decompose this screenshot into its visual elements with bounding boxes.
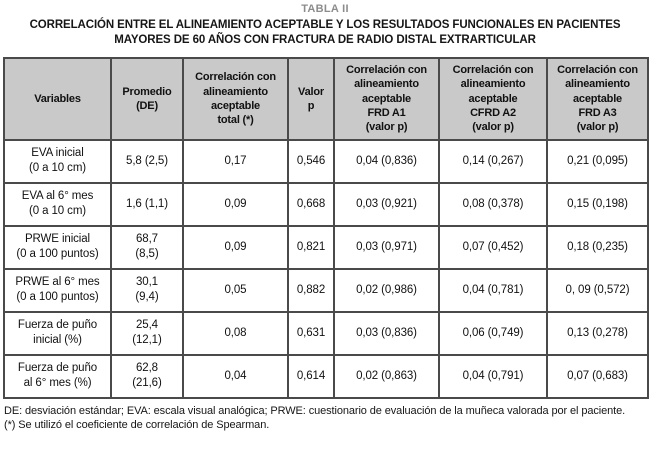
title-block: TABLA II CORRELACIÓN ENTRE EL ALINEAMIEN… — [0, 0, 650, 48]
variable-cell: Fuerza de puño inicial (%) — [3, 310, 112, 356]
value-cell: 0,614 — [287, 353, 335, 399]
value-cell: 0,08 — [182, 310, 289, 356]
value-cell: 0,07 (0,452) — [438, 224, 548, 270]
value-cell: 0,04 (0,836) — [333, 138, 440, 184]
header-row: Variables Promedio (DE) Correlación con … — [3, 56, 649, 141]
header-cell-valor-p: Valor p — [287, 56, 335, 141]
table-row: EVA inicial (0 a 10 cm) 5,8 (2,5) 0,17 0… — [3, 138, 649, 184]
variable-cell: Fuerza de puño al 6° mes (%) — [3, 353, 112, 399]
header-cell-promedio: Promedio (DE) — [110, 56, 184, 141]
variable-cell: EVA al 6° mes (0 a 10 cm) — [3, 181, 112, 227]
header-cell-cfrd-a2: Correlación con alineamiento aceptable C… — [438, 56, 548, 141]
value-cell: 0,07 (0,683) — [546, 353, 649, 399]
results-table: Variables Promedio (DE) Correlación con … — [3, 56, 649, 399]
value-cell: 0,14 (0,267) — [438, 138, 548, 184]
variable-cell: PRWE al 6° mes (0 a 100 puntos) — [3, 267, 112, 313]
value-cell: 0,08 (0,378) — [438, 181, 548, 227]
footnote-spearman: (*) Se utilizó el coeficiente de correla… — [4, 419, 270, 432]
header-cell-variables: Variables — [3, 56, 112, 141]
value-cell: 62,8 (21,6) — [110, 353, 184, 399]
value-cell: 0,15 (0,198) — [546, 181, 649, 227]
value-cell: 0,21 (0,095) — [546, 138, 649, 184]
table-row: EVA al 6° mes (0 a 10 cm) 1,6 (1,1) 0,09… — [3, 181, 649, 227]
value-cell: 0,04 (0,781) — [438, 267, 548, 313]
header-cell-frd-a3: Correlación con alineamiento aceptable F… — [546, 56, 649, 141]
value-cell: 0,03 (0,921) — [333, 181, 440, 227]
table-header: Variables Promedio (DE) Correlación con … — [3, 56, 649, 141]
value-cell: 0, 09 (0,572) — [546, 267, 649, 313]
value-cell: 0,13 (0,278) — [546, 310, 649, 356]
value-cell: 68,7 (8,5) — [110, 224, 184, 270]
table-body: EVA inicial (0 a 10 cm) 5,8 (2,5) 0,17 0… — [3, 138, 649, 399]
value-cell: 30,1 (9,4) — [110, 267, 184, 313]
value-cell: 0,546 — [287, 138, 335, 184]
variable-cell: EVA inicial (0 a 10 cm) — [3, 138, 112, 184]
value-cell: 0,02 (0,986) — [333, 267, 440, 313]
table-heading: CORRELACIÓN ENTRE EL ALINEAMIENTO ACEPTA… — [29, 19, 621, 46]
value-cell: 0,09 — [182, 224, 289, 270]
table-row: PRWE inicial (0 a 100 puntos) 68,7 (8,5)… — [3, 224, 649, 270]
value-cell: 25,4 (12,1) — [110, 310, 184, 356]
value-cell: 0,03 (0,971) — [333, 224, 440, 270]
header-cell-frd-a1: Correlación con alineamiento aceptable F… — [333, 56, 440, 141]
value-cell: 0,02 (0,863) — [333, 353, 440, 399]
value-cell: 0,821 — [287, 224, 335, 270]
value-cell: 0,17 — [182, 138, 289, 184]
table-row: Fuerza de puño inicial (%) 25,4 (12,1) 0… — [3, 310, 649, 356]
value-cell: 0,05 — [182, 267, 289, 313]
value-cell: 0,09 — [182, 181, 289, 227]
value-cell: 0,03 (0,836) — [333, 310, 440, 356]
table-label: TABLA II — [301, 3, 349, 15]
variable-cell: PRWE inicial (0 a 100 puntos) — [3, 224, 112, 270]
value-cell: 0,631 — [287, 310, 335, 356]
header-cell-corr-total: Correlación con alineamiento aceptable t… — [182, 56, 289, 141]
value-cell: 1,6 (1,1) — [110, 181, 184, 227]
footnote-abbreviations: DE: desviación estándar; EVA: escala vis… — [4, 404, 626, 417]
value-cell: 0,06 (0,749) — [438, 310, 548, 356]
footnotes: DE: desviación estándar; EVA: escala vis… — [4, 404, 646, 433]
value-cell: 0,04 (0,791) — [438, 353, 548, 399]
table-row: Fuerza de puño al 6° mes (%) 62,8 (21,6)… — [3, 353, 649, 399]
value-cell: 0,04 — [182, 353, 289, 399]
value-cell: 0,18 (0,235) — [546, 224, 649, 270]
table-row: PRWE al 6° mes (0 a 100 puntos) 30,1 (9,… — [3, 267, 649, 313]
value-cell: 0,882 — [287, 267, 335, 313]
value-cell: 0,668 — [287, 181, 335, 227]
value-cell: 5,8 (2,5) — [110, 138, 184, 184]
